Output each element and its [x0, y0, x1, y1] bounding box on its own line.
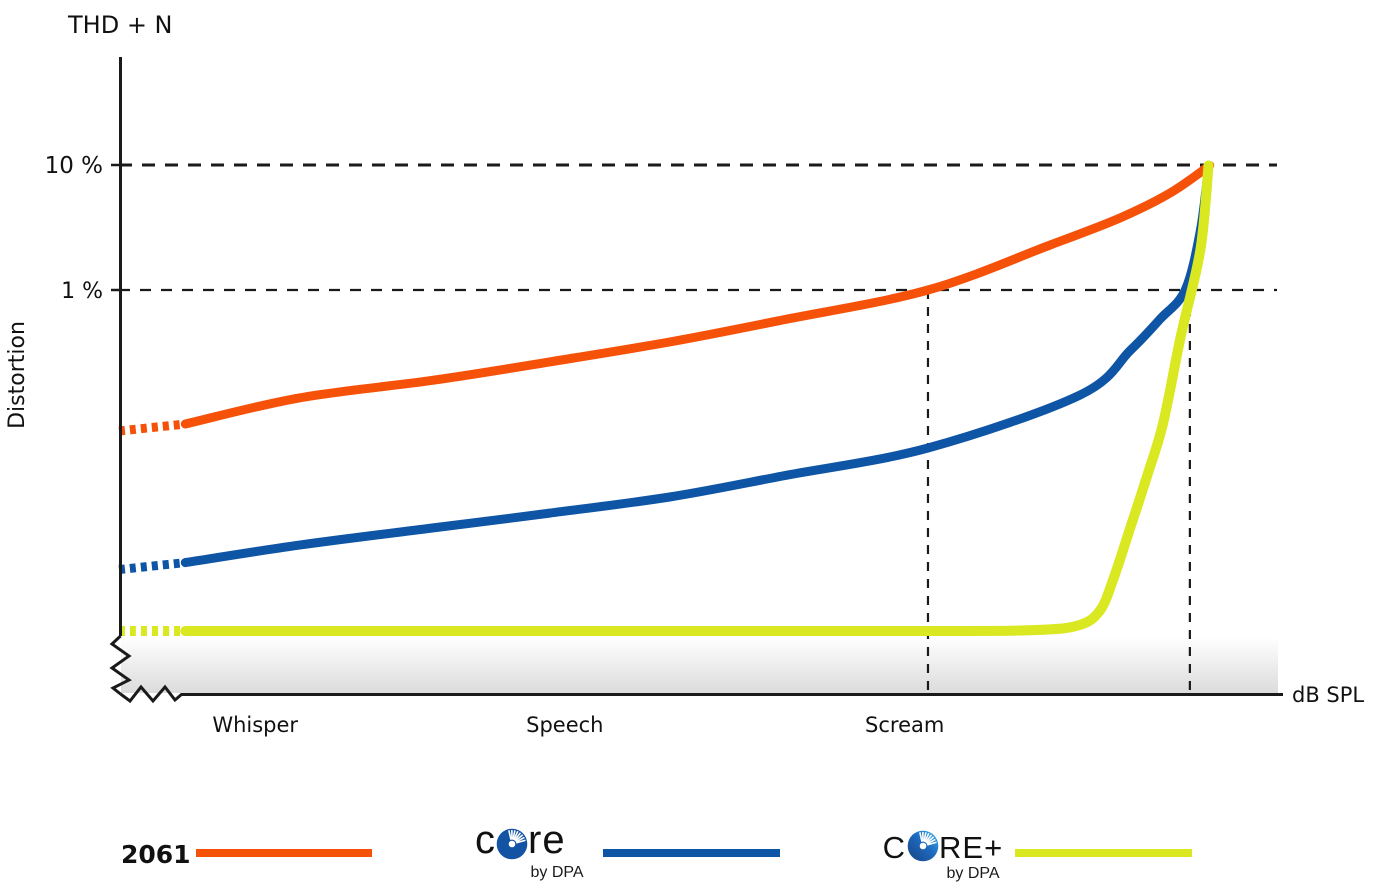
core-logo-subtext: by DPA: [530, 864, 583, 881]
legend-2061-line-swatch: [196, 849, 372, 857]
x-category-whisper: Whisper: [212, 713, 298, 737]
core-logo-text-re: re: [528, 818, 566, 862]
coreplus-logo-text-c: C: [883, 830, 906, 865]
y-axis-title: Distortion: [5, 321, 30, 429]
x-category-scream: Scream: [865, 713, 944, 737]
core-logo-disc-icon: [496, 828, 528, 860]
legend-2061-label: 2061: [121, 840, 191, 869]
legend-core-logo: c re by DPA: [475, 818, 584, 881]
legend-coreplus-logo: C RE+ by DPA: [883, 830, 1003, 882]
core-logo-text-c: c: [475, 818, 496, 862]
y-axis-break-zigzag: [109, 634, 132, 696]
series-2061-curve: [180, 161, 1215, 429]
legend-coreplus-line-swatch: [1015, 849, 1192, 857]
plot-layer: [118, 160, 1277, 693]
noise-floor-fade-band: [121, 637, 1278, 693]
legend: 2061 c re by DPA C RE+ by DPA: [121, 818, 1192, 882]
chart-title: THD + N: [67, 11, 173, 39]
x-axis-break-zigzag: [119, 684, 183, 704]
series-core+-by-dpa-curve: [180, 160, 1214, 637]
series-core-by-dpa-dotted: [118, 558, 186, 575]
coreplus-logo-subtext: by DPA: [946, 865, 999, 882]
y-tick-label-10pct: 10 %: [45, 153, 103, 179]
coreplus-logo-disc-icon: [907, 830, 939, 862]
x-category-speech: Speech: [526, 713, 603, 737]
series-core-by-dpa-curve: [180, 163, 1213, 568]
coreplus-logo-text-re-plus: RE+: [939, 830, 1003, 865]
series-2061-dotted: [118, 419, 186, 436]
legend-core-line-swatch: [603, 849, 780, 857]
x-axis-title: dB SPL: [1292, 683, 1364, 707]
y-tick-label-1pct: 1 %: [61, 279, 103, 304]
